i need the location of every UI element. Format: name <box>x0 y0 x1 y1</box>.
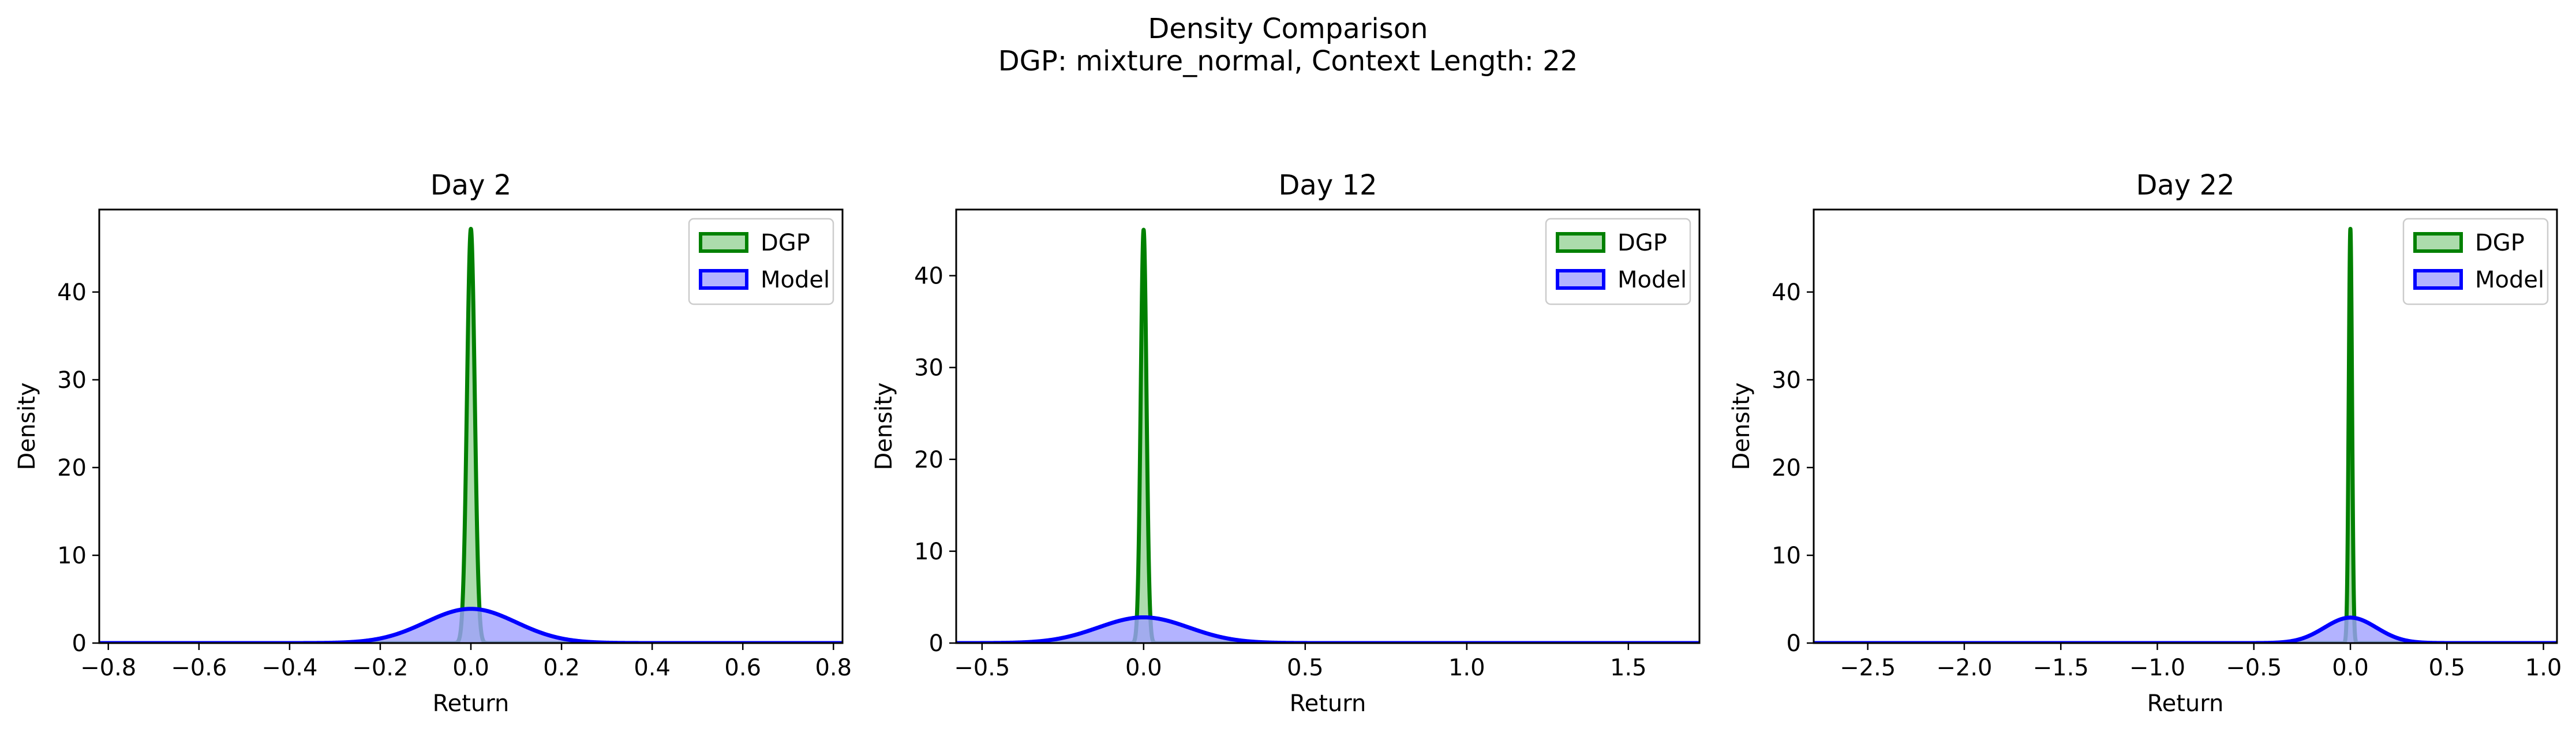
legend: DGP Model <box>2402 218 2549 305</box>
subplot-3: −2.5 −2.0 −1.5 −1.0 −0.5 0.0 0.5 1.0 0 10 20 30 40 Da… <box>1728 169 2562 717</box>
y-tick-label: 0 <box>72 630 87 657</box>
legend-swatch-dgp <box>2413 232 2463 253</box>
y-tick-label: 20 <box>57 455 87 481</box>
legend-swatch-model <box>2413 269 2463 290</box>
y-tick-label: 30 <box>914 355 943 382</box>
y-axis-label: Density <box>871 382 897 470</box>
legend-label-dgp: DGP <box>1618 230 1667 256</box>
x-tick-label: 0.6 <box>724 655 761 681</box>
y-tick-label: 30 <box>57 367 87 394</box>
x-tick-label: −0.5 <box>2226 655 2282 681</box>
x-tick-label: −0.6 <box>171 655 227 681</box>
legend-label-model: Model <box>761 267 830 293</box>
subplot-title: Day 22 <box>2136 169 2234 201</box>
x-axis-label: Return <box>2147 690 2224 717</box>
legend-label-dgp: DGP <box>761 230 810 256</box>
x-tick-label: 1.5 <box>1610 655 1647 681</box>
legend-swatch-model <box>699 269 748 290</box>
x-axis-label: Return <box>433 690 510 717</box>
y-tick-label: 10 <box>1772 543 1801 569</box>
series-line-model <box>1814 615 2557 643</box>
x-tick-label: 0.5 <box>2428 655 2465 681</box>
y-axis-label: Density <box>14 382 40 470</box>
x-tick-label: 0.5 <box>1287 655 1324 681</box>
legend: DGP Model <box>688 218 834 305</box>
figure-title: Density Comparison <box>1148 13 1428 45</box>
legend-swatch-dgp <box>1556 232 1605 253</box>
x-tick-label: 0.0 <box>452 655 489 681</box>
x-tick-label: 0.8 <box>815 655 852 681</box>
y-tick-label: 20 <box>1772 455 1801 481</box>
x-tick-label: −0.5 <box>954 655 1010 681</box>
x-tick-label: 0.0 <box>2332 655 2369 681</box>
y-tick-label: 10 <box>914 539 943 565</box>
legend-swatch-dgp <box>699 232 748 253</box>
x-tick-label: −2.5 <box>1840 655 1896 681</box>
x-tick-label: −0.4 <box>261 655 317 681</box>
y-tick-label: 40 <box>914 263 943 290</box>
series-area-model <box>956 617 1699 643</box>
legend-swatch-model <box>1556 269 1605 290</box>
series-line-dgp <box>99 226 843 643</box>
subplot-2: −0.5 0.0 0.5 1.0 1.5 0 10 20 30 40 Day 12 Return Den… <box>871 169 1701 717</box>
figure-subtitle: DGP: mixture_normal, Context Length: 22 <box>998 45 1578 77</box>
series-area-model <box>99 608 843 643</box>
legend-label-model: Model <box>2475 267 2544 293</box>
y-axis-label: Density <box>1728 382 1755 470</box>
subplot-title: Day 12 <box>1278 169 1377 201</box>
y-tick-label: 40 <box>57 279 87 306</box>
x-tick-label: −1.5 <box>2033 655 2089 681</box>
axes-frame <box>1813 208 2558 644</box>
subplot-title: Day 2 <box>430 169 512 201</box>
y-tick-label: 20 <box>914 447 943 473</box>
axes-frame <box>955 208 1701 644</box>
y-tick-label: 0 <box>1787 630 1801 657</box>
series-area-dgp <box>99 229 843 643</box>
x-tick-label: 1.0 <box>1448 655 1485 681</box>
legend: DGP Model <box>1545 218 1691 305</box>
x-tick-label: −2.0 <box>1936 655 1992 681</box>
legend-label-model: Model <box>1618 267 1687 293</box>
x-tick-label: 0.2 <box>543 655 580 681</box>
x-tick-label: 0.0 <box>1125 655 1162 681</box>
x-tick-label: 1.0 <box>2525 655 2562 681</box>
y-tick-label: 0 <box>929 630 943 657</box>
legend-label-dgp: DGP <box>2475 230 2525 256</box>
x-tick-label: −0.2 <box>352 655 408 681</box>
y-tick-label: 40 <box>1772 279 1801 306</box>
x-axis-label: Return <box>1290 690 1366 717</box>
subplot-1: −0.8 −0.6 −0.4 −0.2 0.0 0.2 0.4 0.6 0.8 0 10 20 30 40… <box>14 169 852 717</box>
x-tick-label: −0.8 <box>80 655 136 681</box>
x-tick-label: −1.0 <box>2129 655 2185 681</box>
y-tick-label: 10 <box>57 543 87 569</box>
y-tick-label: 30 <box>1772 367 1801 394</box>
series-line-model <box>99 607 843 643</box>
series-area-model <box>1814 617 2557 643</box>
x-tick-label: 0.4 <box>634 655 671 681</box>
